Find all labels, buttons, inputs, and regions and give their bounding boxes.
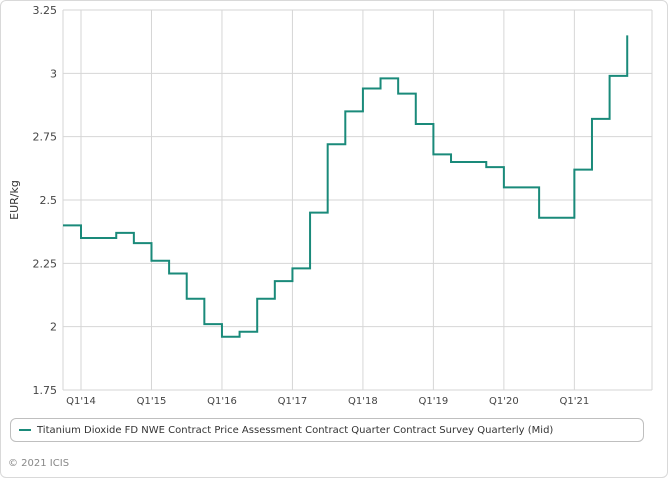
y-tick-label: 2.75 — [33, 131, 58, 144]
x-tick-label: Q1'18 — [348, 396, 378, 407]
legend-item-label: Titanium Dioxide FD NWE Contract Price A… — [37, 424, 554, 436]
x-tick-label: Q1'17 — [278, 396, 308, 407]
x-tick-label: Q1'15 — [137, 396, 167, 407]
y-tick-label: 2 — [50, 321, 57, 334]
y-tick-label: 3 — [50, 67, 57, 80]
copyright-text: © 2021 ICIS — [8, 458, 70, 469]
grid-lines — [62, 9, 653, 391]
series-line[interactable] — [63, 35, 629, 338]
y-tick-label: 2.5 — [40, 194, 58, 207]
y-axis-ticks: 1.75 2 2.25 2.5 2.75 3 3.25 — [33, 4, 58, 397]
x-tick-label: Q1'20 — [489, 396, 519, 407]
y-tick-label: 2.25 — [33, 257, 58, 270]
y-tick-label: 1.75 — [33, 384, 58, 397]
legend[interactable]: Titanium Dioxide FD NWE Contract Price A… — [10, 418, 644, 442]
legend-swatch — [19, 429, 31, 431]
x-tick-label: Q1'19 — [419, 396, 449, 407]
x-tick-label: Q1'21 — [560, 396, 590, 407]
x-axis-ticks: Q1'14 Q1'15 Q1'16 Q1'17 Q1'18 Q1'19 Q1'20 Q1'21 — [66, 396, 589, 407]
y-axis-label: EUR/kg — [8, 180, 21, 220]
x-tick-label: Q1'16 — [207, 396, 237, 407]
y-tick-label: 3.25 — [33, 4, 58, 17]
x-tick-label: Q1'14 — [66, 396, 96, 407]
